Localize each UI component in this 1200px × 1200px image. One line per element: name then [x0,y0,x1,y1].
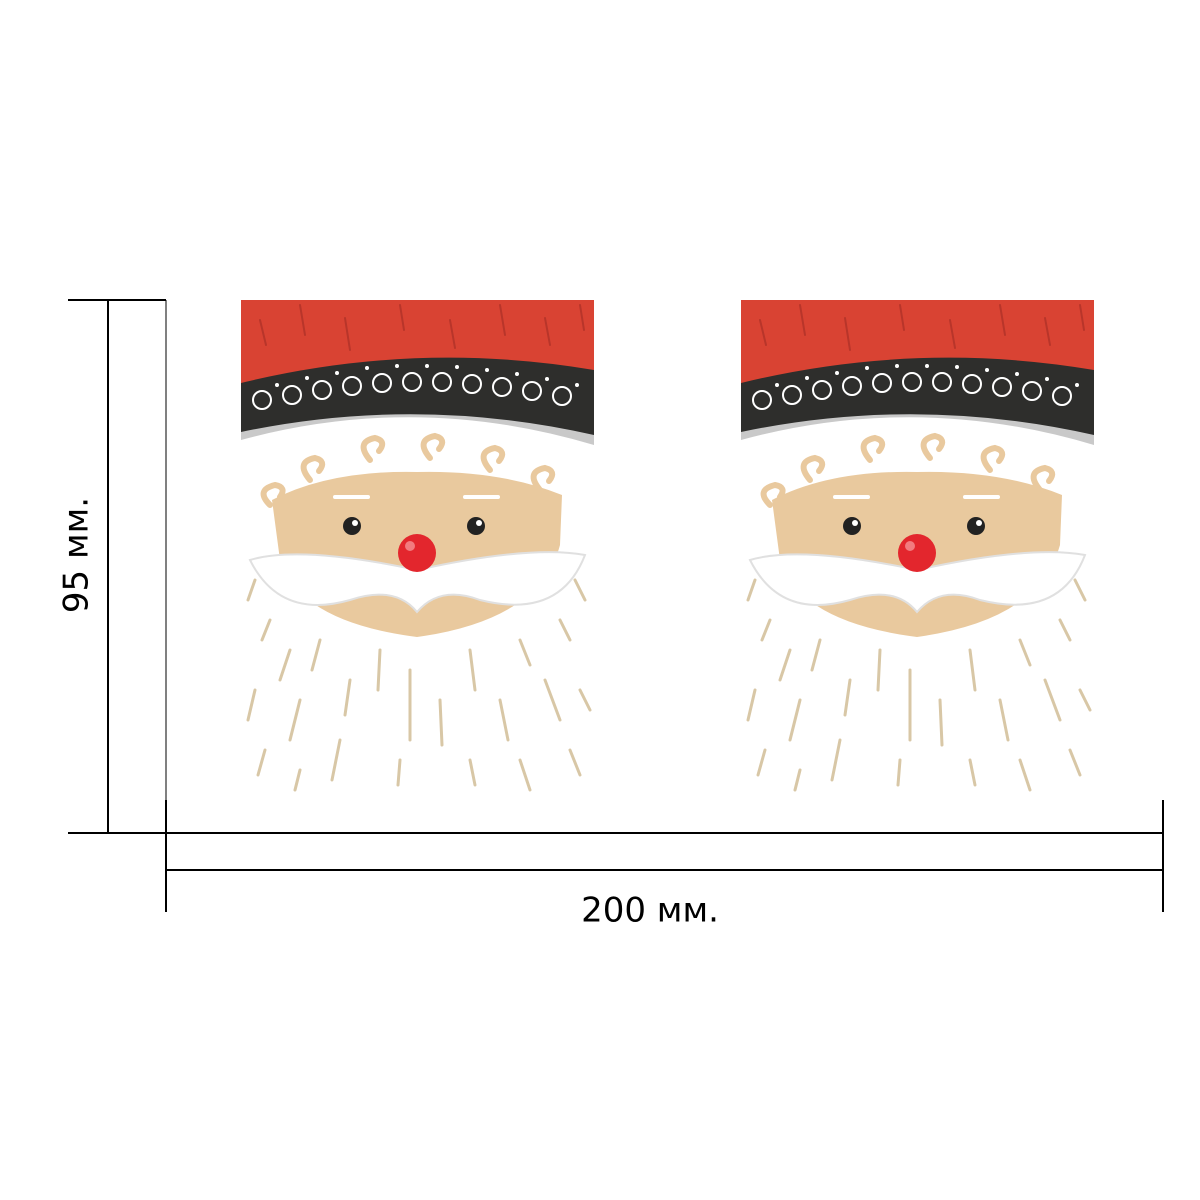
santa-face-left [241,300,594,790]
width-dimension [165,800,1164,912]
height-label: 95 мм. [57,497,97,613]
height-dimension [68,299,167,834]
santa-face-right [741,300,1094,790]
width-label: 200 мм. [581,891,719,931]
